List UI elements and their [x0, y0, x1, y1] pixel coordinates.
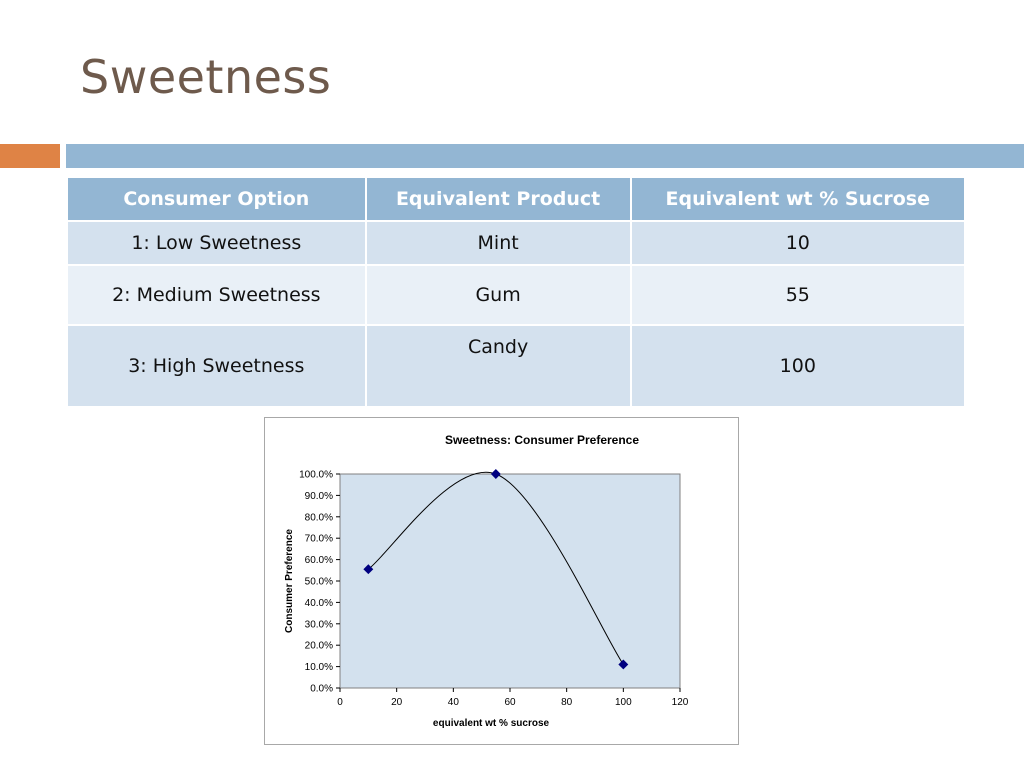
cell-equivalent-sucrose: 100 — [630, 324, 964, 406]
y-tick-label: 10.0% — [305, 662, 333, 673]
chart-frame: Sweetness: Consumer Preference 0.0% 10.0%… — [264, 417, 739, 745]
table-row: 3: High Sweetness Candy 100 — [68, 324, 964, 406]
accent-bar-orange — [0, 144, 60, 168]
x-tick-label: 80 — [561, 697, 573, 708]
sweetness-table: Consumer Option Equivalent Product Equiv… — [68, 178, 964, 406]
x-tick-label: 40 — [448, 697, 460, 708]
slide-title: Sweetness — [80, 50, 332, 104]
y-tick-label: 80.0% — [305, 512, 333, 523]
header-equivalent-product: Equivalent Product — [365, 178, 632, 221]
cell-equivalent-product: Candy — [365, 324, 632, 406]
y-tick-label: 0.0% — [310, 684, 333, 695]
y-tick-label: 20.0% — [305, 641, 333, 652]
table-row: 1: Low Sweetness Mint 10 — [68, 220, 964, 265]
preference-chart: Sweetness: Consumer Preference 0.0% 10.0%… — [284, 433, 689, 729]
table-header-row: Consumer Option Equivalent Product Equiv… — [68, 178, 964, 221]
y-axis: 0.0% 10.0% 20.0% 30.0% 40.0% 50.0% 60.0% 70.0% 8… — [299, 470, 340, 695]
x-tick-label: 120 — [672, 697, 689, 708]
y-tick-label: 50.0% — [305, 577, 333, 588]
chart-title: Sweetness: Consumer Preference — [445, 433, 639, 447]
x-axis-label: equivalent wt % sucrose — [433, 718, 550, 729]
y-tick-label: 60.0% — [305, 555, 333, 566]
table-row: 2: Medium Sweetness Gum 55 — [68, 264, 964, 325]
y-tick-label: 30.0% — [305, 619, 333, 630]
plot-area — [339, 473, 681, 689]
cell-equivalent-product: Gum — [365, 264, 632, 325]
y-axis-label: Consumer Preference — [284, 529, 295, 633]
cell-consumer-option: 1: Low Sweetness — [68, 220, 367, 265]
x-axis: 0 20 40 60 80 100 120 — [337, 688, 689, 708]
y-tick-label: 100.0% — [299, 470, 333, 481]
x-tick-label: 20 — [391, 697, 403, 708]
y-tick-label: 90.0% — [305, 491, 333, 502]
cell-consumer-option: 2: Medium Sweetness — [68, 264, 367, 325]
header-consumer-option: Consumer Option — [68, 178, 367, 221]
accent-bar-blue — [66, 144, 1024, 168]
x-tick-label: 60 — [504, 697, 516, 708]
cell-equivalent-product: Mint — [365, 220, 632, 265]
cell-equivalent-sucrose: 55 — [630, 264, 964, 325]
y-tick-label: 40.0% — [305, 598, 333, 609]
cell-consumer-option: 3: High Sweetness — [68, 324, 367, 406]
header-equivalent-sucrose: Equivalent wt % Sucrose — [630, 178, 964, 221]
x-tick-label: 100 — [615, 697, 632, 708]
x-tick-label: 0 — [337, 697, 343, 708]
y-tick-label: 70.0% — [305, 534, 333, 545]
cell-equivalent-sucrose: 10 — [630, 220, 964, 265]
